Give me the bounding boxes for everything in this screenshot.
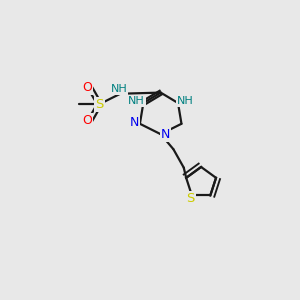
- Text: N: N: [161, 128, 170, 141]
- Text: NH: NH: [111, 84, 128, 94]
- Text: S: S: [95, 98, 104, 111]
- Text: NH: NH: [177, 96, 193, 106]
- Text: NH: NH: [128, 96, 145, 106]
- Text: O: O: [82, 82, 92, 94]
- Text: N: N: [130, 116, 140, 129]
- Text: S: S: [187, 192, 195, 206]
- Text: O: O: [82, 114, 92, 127]
